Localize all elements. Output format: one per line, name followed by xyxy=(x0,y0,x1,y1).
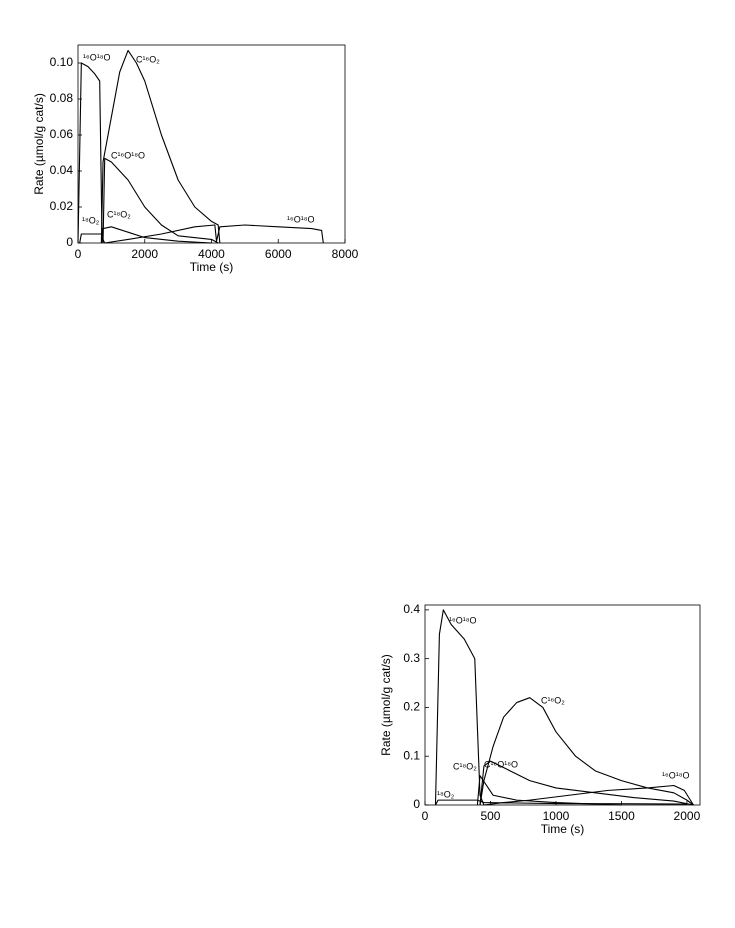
series-line xyxy=(434,609,485,806)
series-label: ¹⁶O¹⁸O xyxy=(449,615,477,625)
series-label: ¹⁶O¹⁸O xyxy=(287,214,315,224)
y-tick-label: 0.3 xyxy=(403,651,420,665)
x-tick-label: 500 xyxy=(480,809,500,823)
x-tick-label: 2000 xyxy=(131,247,158,261)
series-line xyxy=(476,775,622,806)
y-axis-label: Rate (µmol/g cat/s) xyxy=(379,654,393,756)
series-label: C¹⁶O₂ xyxy=(136,54,160,64)
x-tick-label: 1500 xyxy=(608,809,635,823)
series-label: ¹⁶O¹⁸O xyxy=(662,770,690,780)
series-line xyxy=(102,157,219,244)
y-tick-label: 0.06 xyxy=(50,127,74,141)
series-label: C¹⁶O¹⁸O xyxy=(484,759,518,769)
x-axis-label: Time (s) xyxy=(190,260,234,274)
y-tick-label: 0 xyxy=(66,235,73,249)
x-tick-label: 1000 xyxy=(543,809,570,823)
y-tick-label: 0.04 xyxy=(50,163,74,177)
series-line xyxy=(79,233,104,244)
series-label: C¹⁶O¹⁸O xyxy=(111,150,145,160)
y-tick-label: 0.10 xyxy=(50,55,74,69)
y-tick-label: 0 xyxy=(413,797,420,811)
x-tick-label: 0 xyxy=(422,809,429,823)
y-axis-label: Rate (µmol/g cat/s) xyxy=(32,93,46,195)
x-tick-label: 8000 xyxy=(332,247,359,261)
x-tick-label: 0 xyxy=(75,247,82,261)
series-line xyxy=(479,760,694,806)
series-line xyxy=(100,226,212,244)
y-tick-label: 0.02 xyxy=(50,199,74,213)
series-label: ¹⁸O₂ xyxy=(82,215,100,225)
y-tick-label: 0.2 xyxy=(403,700,420,714)
x-tick-label: 2000 xyxy=(674,809,701,823)
series-label: C¹⁶O₂ xyxy=(541,695,565,705)
series-line xyxy=(483,784,694,806)
x-tick-label: 6000 xyxy=(265,247,292,261)
y-tick-label: 0.1 xyxy=(403,748,420,762)
series-label: C¹⁸O₂ xyxy=(107,209,131,219)
series-line xyxy=(479,697,694,806)
series-line xyxy=(434,799,687,806)
y-tick-label: 0.08 xyxy=(50,91,74,105)
series-label: ¹⁶O¹⁸O xyxy=(83,52,111,62)
series-line xyxy=(104,224,324,244)
x-axis-label: Time (s) xyxy=(541,822,585,836)
series-label: ¹⁸O₂ xyxy=(437,789,455,799)
x-tick-label: 4000 xyxy=(198,247,225,261)
plot-frame xyxy=(424,604,701,806)
y-tick-label: 0.4 xyxy=(403,602,420,616)
series-label: C¹⁸O₂ xyxy=(453,761,477,771)
series-line xyxy=(100,49,221,244)
